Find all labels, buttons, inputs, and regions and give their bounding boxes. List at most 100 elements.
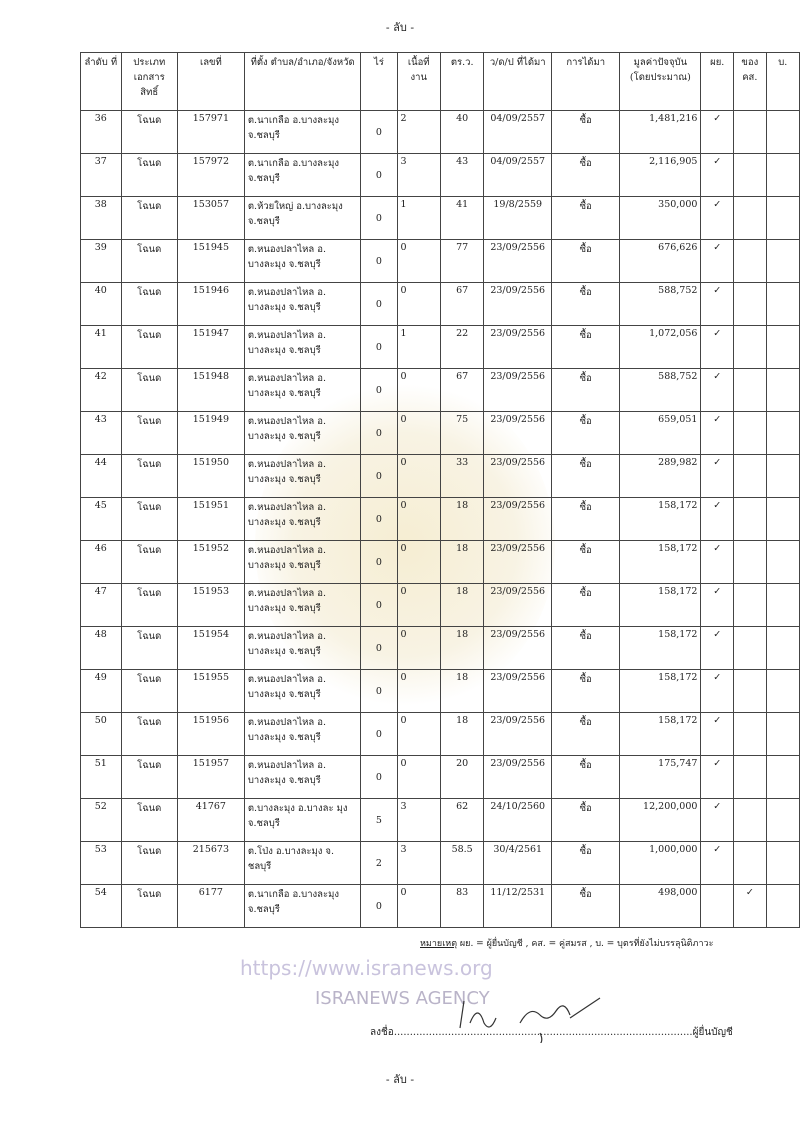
- column-header: มูลค่าปัจจุบัน (โดยประมาณ): [619, 52, 702, 111]
- table-cell: 0: [360, 540, 398, 584]
- table-cell: ต.หนองปลาไหล อ. บางละมุง จ.ชลบุรี: [243, 755, 362, 799]
- table-cell: ซื้อ: [551, 282, 621, 326]
- table-row: 49 โฉนด 151955 ต.หนองปลาไหล อ. บางละมุง จ.ช…: [80, 669, 800, 713]
- table-cell: โฉนด: [120, 325, 178, 369]
- table-cell: ต.หนองปลาไหล อ. บางละมุง จ.ชลบุรี: [243, 368, 362, 412]
- table-cell: 2: [396, 110, 441, 154]
- table-cell: 23/09/2556: [483, 282, 553, 326]
- table-cell: โฉนด: [120, 239, 178, 283]
- table-cell: โฉนด: [120, 540, 178, 584]
- table-cell: 1,481,216: [619, 110, 702, 154]
- table-cell: โฉนด: [120, 841, 178, 885]
- table-cell: 62: [439, 798, 485, 842]
- table-cell: ✓: [700, 583, 734, 627]
- table-cell: [732, 497, 767, 541]
- table-cell: ซื้อ: [551, 153, 621, 197]
- table-cell: ✓: [700, 153, 734, 197]
- table-cell: 0: [360, 196, 398, 240]
- table-cell: 67: [439, 282, 485, 326]
- table-cell: [732, 583, 767, 627]
- table-cell: 23/09/2556: [483, 368, 553, 412]
- table-cell: 151948: [176, 368, 245, 412]
- table-cell: [765, 755, 800, 799]
- table-cell: 23/09/2556: [483, 411, 553, 455]
- table-cell: [765, 325, 800, 369]
- table-cell: 42: [80, 368, 122, 412]
- column-header: ไร่: [360, 52, 398, 111]
- table-cell: 41: [80, 325, 122, 369]
- table-cell: ซื้อ: [551, 626, 621, 670]
- table-cell: 18: [439, 583, 485, 627]
- table-row: 48 โฉนด 151954 ต.หนองปลาไหล อ. บางละมุง จ.ช…: [80, 626, 800, 670]
- table-cell: 588,752: [619, 368, 702, 412]
- table-cell: 23/09/2556: [483, 755, 553, 799]
- table-cell: 47: [80, 583, 122, 627]
- table-cell: โฉนด: [120, 411, 178, 455]
- table-cell: ซื้อ: [551, 540, 621, 584]
- table-cell: ต.บางละมุง อ.บางละ มุง จ.ชลบุรี: [243, 798, 362, 842]
- table-cell: 33: [439, 454, 485, 498]
- table-cell: 23/09/2556: [483, 669, 553, 713]
- table-cell: 1: [396, 325, 441, 369]
- table-row: 52 โฉนด 41767 ต.บางละมุง อ.บางละ มุง จ.ชลบุ…: [80, 798, 800, 842]
- table-cell: 40: [439, 110, 485, 154]
- table-cell: 3: [396, 153, 441, 197]
- table-cell: [732, 325, 767, 369]
- table-cell: [765, 239, 800, 283]
- table-cell: 23/09/2556: [483, 712, 553, 756]
- table-cell: 48: [80, 626, 122, 670]
- table-cell: 151947: [176, 325, 245, 369]
- table-cell: 1,000,000: [619, 841, 702, 885]
- table-cell: [732, 454, 767, 498]
- table-cell: 46: [80, 540, 122, 584]
- table-cell: ต.หนองปลาไหล อ. บางละมุง จ.ชลบุรี: [243, 454, 362, 498]
- table-cell: 0: [396, 583, 441, 627]
- table-cell: โฉนด: [120, 712, 178, 756]
- table-cell: [765, 411, 800, 455]
- table-cell: [732, 841, 767, 885]
- table-cell: 18: [439, 540, 485, 584]
- table-cell: 158,172: [619, 540, 702, 584]
- column-header: บ.: [765, 52, 800, 111]
- table-cell: 0: [360, 325, 398, 369]
- table-cell: 04/09/2557: [483, 110, 553, 154]
- table-cell: 23/09/2556: [483, 540, 553, 584]
- table-cell: โฉนด: [120, 669, 178, 713]
- table-cell: โฉนด: [120, 153, 178, 197]
- table-cell: 23/09/2556: [483, 497, 553, 541]
- table-cell: 0: [360, 669, 398, 713]
- table-cell: [732, 798, 767, 842]
- table-cell: ✓: [700, 755, 734, 799]
- table-cell: 50: [80, 712, 122, 756]
- table-cell: [765, 368, 800, 412]
- column-header: ตร.ว.: [439, 52, 485, 111]
- table-cell: 676,626: [619, 239, 702, 283]
- table-cell: 3: [396, 798, 441, 842]
- table-cell: 0: [360, 239, 398, 283]
- column-header: ผย.: [700, 52, 734, 111]
- table-cell: 0: [360, 626, 398, 670]
- table-cell: ✓: [700, 110, 734, 154]
- table-header-row: ลำดับ ที่ ประเภท เอกสาร สิทธิ์ เลขที่ ที่ตั…: [80, 52, 800, 111]
- table-cell: 0: [360, 282, 398, 326]
- table-cell: โฉนด: [120, 755, 178, 799]
- table-cell: 151950: [176, 454, 245, 498]
- table-cell: 75: [439, 411, 485, 455]
- table-cell: 0: [360, 110, 398, 154]
- table-cell: 24/10/2560: [483, 798, 553, 842]
- table-row: 45 โฉนด 151951 ต.หนองปลาไหล อ. บางละมุง จ.ช…: [80, 497, 800, 541]
- table-cell: 498,000: [619, 884, 702, 928]
- table-cell: โฉนด: [120, 196, 178, 240]
- table-cell: 289,982: [619, 454, 702, 498]
- table-cell: ซื้อ: [551, 325, 621, 369]
- handwritten-signature: [459, 997, 601, 1043]
- table-cell: 23/09/2556: [483, 239, 553, 283]
- table-cell: ต.หนองปลาไหล อ. บางละมุง จ.ชลบุรี: [243, 583, 362, 627]
- table-cell: 1: [396, 196, 441, 240]
- table-cell: ซื้อ: [551, 497, 621, 541]
- signature-prefix: ลงชื่อ: [370, 1027, 394, 1038]
- table-cell: 0: [396, 368, 441, 412]
- table-cell: [765, 110, 800, 154]
- table-row: 43 โฉนด 151949 ต.หนองปลาไหล อ. บางละมุง จ.ช…: [80, 411, 800, 455]
